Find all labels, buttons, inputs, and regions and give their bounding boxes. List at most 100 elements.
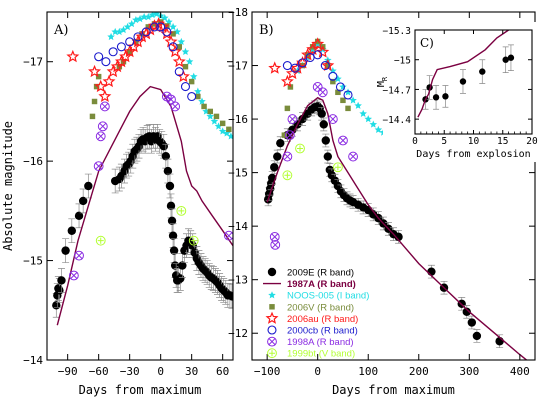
- data-point: [287, 114, 298, 124]
- series-sn1998a: [269, 82, 358, 250]
- data-point: [78, 196, 88, 206]
- data-point-cross: [319, 88, 327, 96]
- data-point: [140, 12, 148, 21]
- y-tick-label: −18: [228, 6, 248, 19]
- data-point-ring: [267, 348, 277, 359]
- data-point: [133, 39, 139, 45]
- x-tick-label: −30: [120, 365, 140, 378]
- data-point: [84, 181, 93, 191]
- series-sn2000cb: [94, 22, 197, 102]
- data-point-cross: [339, 137, 347, 144]
- data-point: [282, 151, 293, 162]
- x-tick-label: 0: [314, 365, 321, 378]
- data-point: [95, 131, 106, 142]
- data-point: [298, 114, 307, 124]
- legend-label: 1998A (R band): [287, 337, 354, 348]
- data-point: [188, 235, 199, 246]
- data-point: [280, 74, 294, 88]
- data-point: [227, 292, 233, 301]
- data-point-ring: [270, 239, 281, 250]
- data-point-ring: [170, 101, 181, 112]
- x-tick-label: 5: [441, 136, 447, 147]
- legend-label: 2009E (R band): [287, 268, 354, 279]
- series-line: [417, 30, 509, 118]
- series-line: [266, 96, 528, 360]
- data-point: [273, 152, 282, 161]
- y-tick-label: −16: [228, 113, 248, 126]
- data-point-cross: [225, 232, 233, 240]
- data-point: [206, 112, 215, 120]
- data-point-ring: [269, 231, 280, 242]
- data-point: [68, 270, 79, 281]
- x-tick-label: 400: [510, 365, 530, 378]
- data-point: [270, 239, 281, 250]
- data-point: [156, 20, 170, 33]
- data-point: [269, 231, 280, 242]
- data-point-cross: [190, 237, 197, 244]
- data-point: [178, 261, 187, 270]
- data-point: [223, 129, 231, 137]
- data-point: [265, 311, 279, 324]
- data-point: [340, 97, 346, 104]
- legend-label: 2000cb (R band): [287, 326, 358, 337]
- x-tick-label: 100: [358, 365, 378, 378]
- data-point-ring: [97, 121, 108, 132]
- data-point: [88, 64, 102, 78]
- x-tick-label: −100: [254, 365, 281, 378]
- data-point: [74, 250, 84, 261]
- data-point-cross: [334, 164, 341, 171]
- series-sn1987a: [56, 85, 233, 326]
- data-point: [111, 27, 119, 36]
- data-point-cross: [171, 103, 179, 110]
- data-point-cross: [95, 162, 103, 170]
- data-point: [316, 45, 330, 58]
- data-point: [116, 42, 126, 52]
- data-point: [287, 84, 294, 90]
- data-point: [364, 115, 373, 123]
- data-point: [163, 166, 173, 176]
- data-point: [168, 231, 178, 240]
- data-point: [507, 54, 515, 61]
- data-point: [149, 22, 160, 32]
- series-sn1999bt: [95, 205, 199, 246]
- data-point: [223, 230, 233, 241]
- y-tick-label: −17: [228, 60, 248, 73]
- data-point: [479, 68, 486, 75]
- y-tick-label: −15.3: [382, 26, 411, 37]
- data-point: [226, 126, 232, 133]
- data-point: [290, 63, 300, 73]
- data-point-ring: [95, 131, 106, 142]
- data-point: [98, 89, 112, 103]
- data-point: [116, 63, 123, 70]
- data-point: [281, 132, 288, 138]
- legend-item-sn1999bt: 1999bt (V band): [267, 348, 355, 360]
- x-tick-label: 60: [216, 365, 229, 378]
- data-point: [180, 82, 191, 92]
- data-point: [139, 31, 145, 37]
- y-tick-label: −17: [23, 56, 43, 69]
- data-point: [269, 304, 275, 310]
- data-point: [311, 37, 325, 50]
- legend-item-sn2006au: 2006au (R band): [265, 311, 358, 325]
- data-point: [268, 61, 282, 74]
- data-point: [319, 120, 328, 129]
- x-tick-label: 300: [459, 365, 479, 378]
- data-point: [284, 105, 291, 112]
- data-point: [94, 52, 104, 62]
- data-point: [93, 161, 104, 172]
- data-point-cross: [97, 132, 105, 140]
- panel-b: −100 0 100 200 300 400−12−13−14−15−16−17−18Da…: [228, 6, 536, 397]
- data-point-ring: [327, 114, 338, 124]
- data-point-cross: [163, 93, 171, 100]
- plot-area: [263, 37, 528, 360]
- data-point: [168, 42, 178, 52]
- data-point-ring: [295, 143, 305, 154]
- data-point: [74, 211, 84, 221]
- data-point: [107, 32, 115, 41]
- data-point: [169, 22, 177, 31]
- data-point: [314, 38, 321, 45]
- data-point: [198, 97, 206, 105]
- series-sn2006v: [89, 19, 232, 133]
- data-point-cross: [75, 252, 83, 259]
- data-point: [108, 47, 118, 57]
